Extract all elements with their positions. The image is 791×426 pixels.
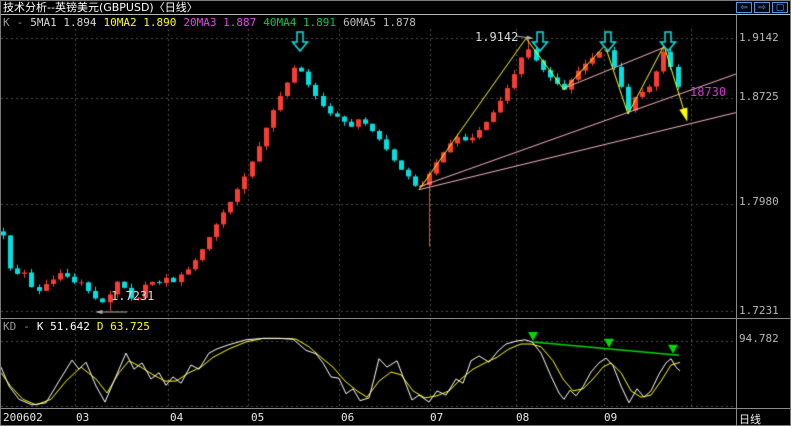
- month-label: 04: [170, 411, 184, 424]
- month-label: 200602: [3, 411, 43, 424]
- window-buttons: ⇦ ⇨ ▢: [736, 2, 790, 13]
- panel-divider: [1, 318, 790, 319]
- kd-prefix: KD: [3, 320, 17, 333]
- indicator-separator: -: [16, 16, 24, 29]
- kd-indicator-d: D 63.725: [96, 320, 150, 333]
- month-label: 03: [76, 411, 90, 424]
- high-price-annotation: 1.9142: [475, 30, 519, 44]
- month-label: 08: [516, 411, 530, 424]
- month-label: 05: [251, 411, 265, 424]
- price-axis-label: 1.7980: [739, 195, 779, 208]
- ma-indicator-10ma2: 10MA2 1.890: [103, 16, 177, 29]
- month-label: 09: [604, 411, 618, 424]
- title-bar: 技术分析--英镑美元(GBPUSD)〈日线〉 ⇦ ⇨ ▢: [1, 1, 790, 15]
- indicator-prefix: K: [3, 16, 10, 29]
- window-title: 技术分析--英镑美元(GBPUSD)〈日线〉: [3, 0, 198, 14]
- kd-indicator-bar: KD - K 51.642 D 63.725: [3, 320, 164, 333]
- low-price-annotation: 1.7231: [111, 289, 155, 303]
- month-label: 07: [430, 411, 444, 424]
- time-axis-divider: [1, 408, 790, 409]
- ma-indicator-40ma4: 40MA4 1.891: [263, 16, 337, 29]
- ma-indicator-60ma5: 60MA5 1.878: [343, 16, 416, 29]
- price-axis-label: 1.7231: [739, 304, 779, 317]
- maximize-button[interactable]: ▢: [772, 2, 788, 13]
- period-label: 日线: [739, 413, 761, 426]
- forward-arrow-button[interactable]: ⇨: [754, 2, 770, 13]
- price-axis-label: 1.8725: [739, 90, 779, 103]
- kd-separator: -: [23, 320, 30, 333]
- ma-indicator-20ma3: 20MA3 1.887: [183, 16, 257, 29]
- price-axis-label: 94.782: [739, 332, 779, 345]
- axis-column-divider: [736, 15, 737, 425]
- target-price-annotation: 18730: [690, 85, 727, 99]
- kd-indicator-k: K 51.642: [36, 320, 90, 333]
- ma-indicator-bar: K -5MA1 1.894 10MA2 1.890 20MA3 1.887 40MA4 …: [3, 16, 430, 29]
- price-axis-label: 1.9142: [739, 31, 779, 44]
- ma-indicator-5ma1: 5MA1 1.894: [30, 16, 97, 29]
- month-label: 06: [341, 411, 355, 424]
- back-arrow-button[interactable]: ⇦: [736, 2, 752, 13]
